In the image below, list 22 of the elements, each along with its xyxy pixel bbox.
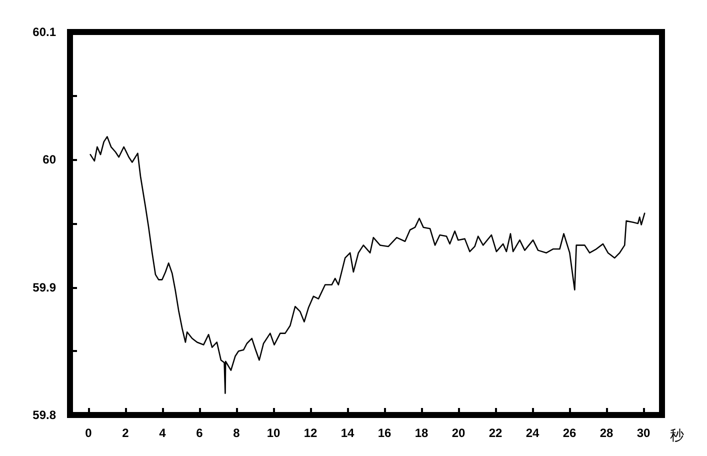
- line-series: [90, 136, 646, 394]
- x-tick-label: 10: [266, 426, 280, 440]
- x-tick-label: 22: [488, 426, 502, 440]
- x-tick-label: 8: [233, 426, 240, 440]
- x-tick-label: 30: [636, 426, 650, 440]
- y-tick-label: 59.9: [32, 280, 56, 294]
- y-tick-label: 60: [42, 152, 56, 167]
- y-tick-label: 60.1: [32, 25, 56, 39]
- x-tick-label: 26: [562, 426, 576, 440]
- x-axis-title: 秒: [670, 428, 684, 444]
- x-tick-label: 18: [414, 426, 428, 440]
- x-tick-label: 0: [85, 426, 92, 440]
- x-tick-label: 14: [340, 426, 354, 440]
- y-tick-label: 59.8: [32, 408, 56, 422]
- x-tick-label: 20: [452, 426, 466, 440]
- x-tick-label: 28: [600, 426, 614, 440]
- x-tick-label: 4: [159, 426, 166, 440]
- x-tick-label: 6: [196, 426, 204, 440]
- x-tick-label: 2: [122, 426, 130, 440]
- x-tick-label: 16: [378, 426, 392, 440]
- x-tick-label: 12: [304, 426, 318, 440]
- x-tick-label: 24: [526, 426, 540, 440]
